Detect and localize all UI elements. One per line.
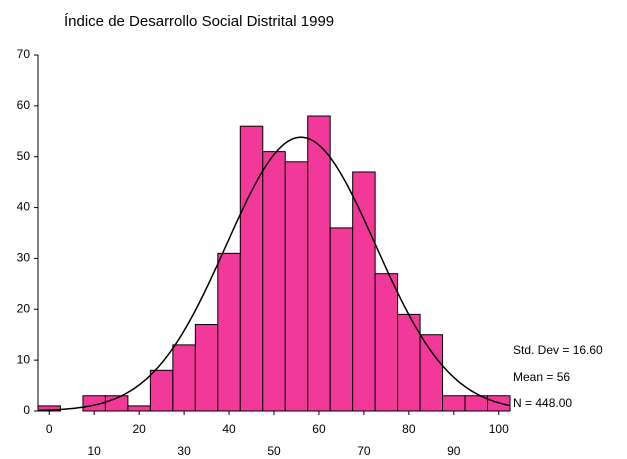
bar: [262, 151, 286, 412]
bar: [37, 405, 61, 412]
normal-curve: [38, 136, 511, 412]
bar: [442, 395, 466, 412]
stat-mean: Mean = 56: [513, 370, 570, 384]
bar: [127, 405, 151, 412]
x-tick-label: 60: [312, 422, 326, 436]
bar: [194, 324, 219, 412]
stat-std-dev: Std. Dev = 16.60: [513, 343, 603, 357]
bar: [419, 334, 444, 412]
x-tick-label: 30: [177, 444, 191, 458]
chart-title: Índice de Desarrollo Social Distrital 19…: [64, 13, 334, 30]
bar: [149, 369, 174, 412]
y-tick-label: 40: [17, 200, 31, 214]
y-tick-label: 70: [17, 47, 31, 61]
y-tick-label: 50: [17, 149, 31, 163]
y-tick-label: 0: [23, 403, 30, 417]
x-tick-label: 50: [267, 444, 281, 458]
x-tick-label: 80: [402, 422, 416, 436]
x-tick-label: 70: [357, 444, 371, 458]
x-tick-label: 100: [489, 422, 509, 436]
bar: [172, 344, 196, 412]
bar: [239, 125, 264, 412]
x-tick-label: 20: [132, 422, 146, 436]
bar: [329, 227, 354, 412]
y-tick-label: 60: [17, 98, 31, 112]
y-tick-label: 10: [17, 352, 31, 366]
x-tick-label: 0: [46, 422, 53, 436]
bar: [217, 252, 241, 412]
stat-n: N = 448.00: [513, 396, 572, 410]
y-tick-label: 30: [17, 251, 31, 265]
y-tick-label: 20: [17, 301, 31, 315]
x-tick-label: 90: [447, 444, 461, 458]
bar: [307, 115, 331, 412]
bar: [284, 161, 309, 412]
bar: [374, 273, 399, 412]
x-tick-label: 10: [88, 444, 102, 458]
x-tick-label: 40: [222, 422, 236, 436]
bar: [352, 171, 376, 412]
